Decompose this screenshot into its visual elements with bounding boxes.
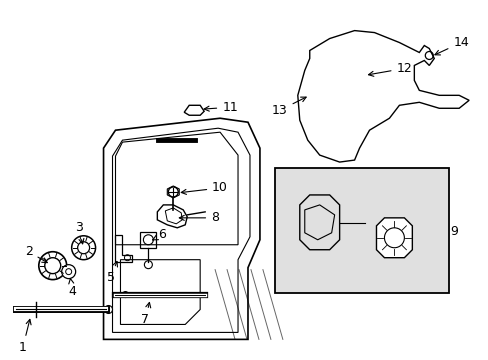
Text: 6: 6 [152,228,166,241]
Circle shape [104,306,112,314]
Text: 13: 13 [271,97,305,117]
Text: 1: 1 [19,319,31,354]
Text: 2: 2 [25,245,47,263]
Text: 5: 5 [106,261,117,284]
Text: 10: 10 [181,181,227,194]
Text: 12: 12 [368,62,411,76]
Text: 14: 14 [434,36,468,55]
Polygon shape [376,218,411,258]
Text: 4: 4 [69,279,77,298]
Text: 7: 7 [141,302,150,326]
Text: 11: 11 [204,101,238,114]
FancyBboxPatch shape [274,168,448,293]
Circle shape [72,236,95,260]
Circle shape [39,252,66,280]
Circle shape [61,265,76,279]
Circle shape [122,292,128,298]
Text: 3: 3 [75,221,83,244]
Text: 8: 8 [179,211,219,224]
Text: 9: 9 [449,225,457,238]
